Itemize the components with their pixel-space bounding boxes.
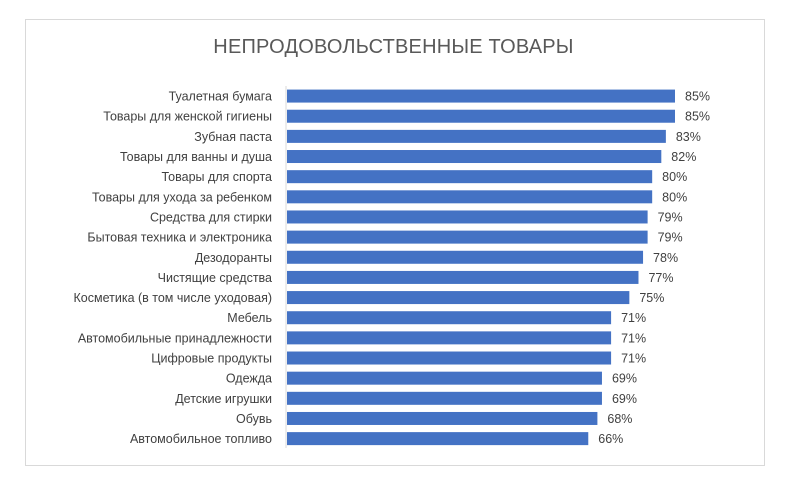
- value-label: 71%: [621, 331, 646, 345]
- category-label: Товары для ванны и душа: [120, 150, 272, 164]
- bar: [287, 150, 662, 164]
- bar: [287, 331, 612, 345]
- category-label: Товары для спорта: [162, 170, 273, 184]
- bar: [287, 190, 653, 204]
- category-label: Дезодоранты: [195, 251, 272, 265]
- category-label: Товары для женской гигиены: [103, 110, 272, 124]
- category-label: Одежда: [226, 372, 272, 386]
- bar: [287, 129, 666, 143]
- category-label: Туалетная бумага: [169, 90, 272, 104]
- value-label: 75%: [639, 291, 664, 305]
- value-label: 71%: [621, 352, 646, 366]
- bars-group: [287, 89, 675, 446]
- bar: [287, 371, 602, 385]
- category-label: Цифровые продукты: [151, 352, 272, 366]
- bar: [287, 109, 675, 123]
- value-label: 69%: [612, 392, 637, 406]
- category-label: Товары для ухода за ребенком: [92, 190, 272, 204]
- value-label: 78%: [653, 251, 678, 265]
- bar: [287, 411, 598, 425]
- value-label: 85%: [685, 110, 710, 124]
- bar: [287, 432, 589, 446]
- category-label: Автомобильные принадлежности: [78, 331, 272, 345]
- bar: [287, 391, 602, 405]
- category-label: Бытовая техника и электроника: [87, 231, 272, 245]
- bar: [287, 351, 612, 365]
- bar: [287, 270, 639, 284]
- value-label: 79%: [658, 210, 683, 224]
- category-label: Косметика (в том числе уходовая): [74, 291, 273, 305]
- category-label: Средства для стирки: [150, 210, 272, 224]
- category-label: Детские игрушки: [175, 392, 272, 406]
- bar: [287, 230, 648, 244]
- value-label: 80%: [662, 170, 687, 184]
- category-label: Чистящие средства: [158, 271, 272, 285]
- value-label: 71%: [621, 311, 646, 325]
- bar: [287, 311, 612, 325]
- bar: [287, 250, 644, 264]
- value-label: 79%: [658, 231, 683, 245]
- value-label: 66%: [598, 432, 623, 446]
- category-label: Обувь: [236, 412, 272, 426]
- category-label: Зубная паста: [194, 130, 272, 144]
- category-labels-group: Туалетная бумага Товары для женской гигие…: [74, 90, 273, 447]
- bar: [287, 210, 648, 224]
- value-label: 77%: [648, 271, 673, 285]
- category-label: Мебель: [227, 311, 272, 325]
- bar: [287, 89, 675, 103]
- value-label: 80%: [662, 190, 687, 204]
- bar: [287, 170, 653, 184]
- category-label: Автомобильное топливо: [130, 432, 272, 446]
- value-label: 69%: [612, 372, 637, 386]
- chart-title: НЕПРОДОВОЛЬСТВЕННЫЕ ТОВАРЫ: [213, 36, 574, 58]
- value-label: 68%: [607, 412, 632, 426]
- bar: [287, 291, 630, 305]
- value-label: 83%: [676, 130, 701, 144]
- value-label: 82%: [671, 150, 696, 164]
- value-label: 85%: [685, 90, 710, 104]
- value-labels-group: 85% 85% 83% 82% 80% 80% 79% 79% 78% 77% 75% 71% 71% 7…: [598, 90, 710, 447]
